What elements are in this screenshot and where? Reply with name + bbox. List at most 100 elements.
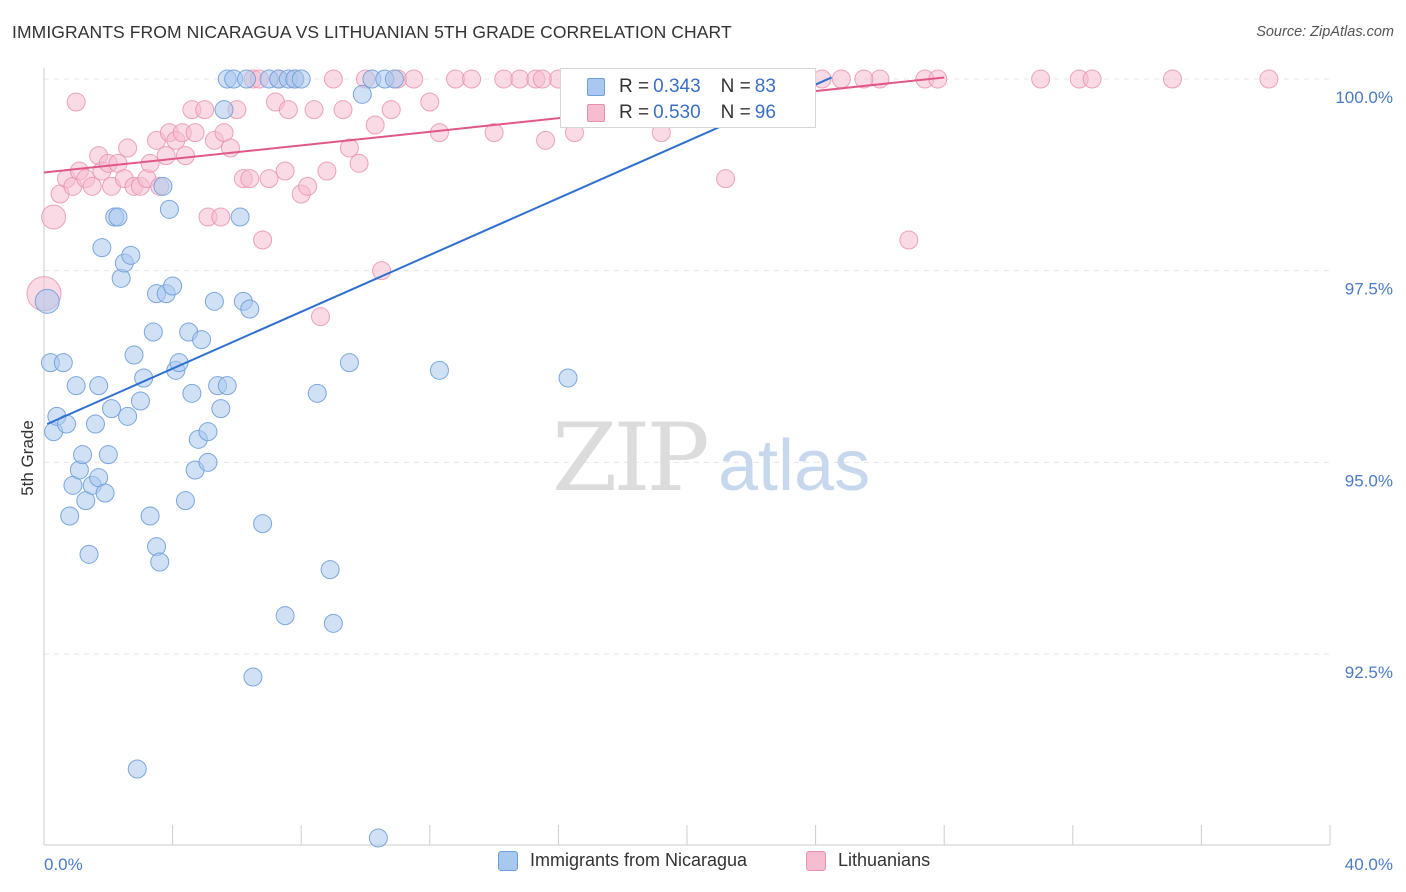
nicaragua-point xyxy=(230,207,250,227)
nicaragua-point xyxy=(214,100,234,120)
n-value: 96 xyxy=(754,102,776,123)
lithuanians-point xyxy=(494,69,514,89)
lithuanians-point xyxy=(484,123,504,143)
chart-title: IMMIGRANTS FROM NICARAGUA VS LITHUANIAN … xyxy=(12,22,732,42)
r-label: R = xyxy=(619,102,650,123)
nicaragua-point xyxy=(182,383,202,403)
nicaragua-point xyxy=(320,560,340,580)
lithuanians-point xyxy=(317,161,337,181)
legend-label-nicaragua: Immigrants from Nicaragua xyxy=(530,850,748,870)
nicaragua-point xyxy=(34,288,60,314)
nicaragua-point xyxy=(243,667,263,687)
nicaragua-point xyxy=(69,460,89,480)
nicaragua-point xyxy=(307,383,327,403)
lithuanians-point xyxy=(446,69,466,89)
legend-swatch-nicaragua xyxy=(498,850,518,871)
nicaragua-point xyxy=(53,353,73,373)
nicaragua-point xyxy=(163,276,183,296)
legend-item-nicaragua[interactable]: Immigrants from Nicaragua xyxy=(498,850,747,871)
nicaragua-point xyxy=(253,514,273,534)
y-tick-label: 95.0% xyxy=(1345,471,1393,490)
y-tick-label: 97.5% xyxy=(1345,280,1393,299)
lithuanians-point xyxy=(185,123,205,143)
lithuanians-point xyxy=(333,100,353,120)
y-tick-label: 100.0% xyxy=(1335,88,1393,107)
axes xyxy=(43,68,1331,846)
lithuanians-point xyxy=(1082,69,1102,89)
lithuanians-point xyxy=(156,146,176,166)
lithuanians-point xyxy=(1259,69,1279,89)
lithuanians-point xyxy=(899,230,919,250)
r-label: R = xyxy=(619,76,650,97)
nicaragua-point xyxy=(118,406,138,426)
nicaragua-point xyxy=(211,399,231,419)
nicaragua-point xyxy=(275,606,295,626)
lithuanians-point xyxy=(349,153,369,173)
lithuanians-point xyxy=(304,100,324,120)
lithuanians-point xyxy=(1031,69,1051,89)
lithuanians-point xyxy=(259,169,279,189)
nicaragua-point xyxy=(217,376,237,396)
y-axis-label: 5th Grade xyxy=(18,420,37,496)
lithuanians-point xyxy=(140,153,160,173)
x-tick-label-max: 40.0% xyxy=(1345,855,1393,874)
lithuanians-point xyxy=(462,69,482,89)
r-value: 0.530 xyxy=(653,102,701,123)
nicaragua-point xyxy=(429,360,449,380)
lithuanians-point xyxy=(275,161,295,181)
lithuanians-point xyxy=(831,69,851,89)
nicaragua-point xyxy=(352,84,372,104)
n-label: N = xyxy=(720,76,751,97)
lithuanians-point xyxy=(278,100,298,120)
nicaragua-point xyxy=(143,322,163,342)
nicaragua-point xyxy=(323,613,343,633)
gridlines xyxy=(44,78,1330,655)
nicaragua-point xyxy=(558,368,578,388)
stats-row-nicaragua: R = 0.343 N = 83 xyxy=(561,74,776,100)
lithuanians-point xyxy=(339,138,359,158)
nicaragua-point xyxy=(102,399,122,419)
legend-swatch-lithuanians xyxy=(806,850,826,871)
watermark-zip: ZIP xyxy=(552,404,706,513)
series-legend: Immigrants from Nicaragua Lithuanians xyxy=(0,850,1406,878)
lithuanians-point xyxy=(118,138,138,158)
lithuanians-point xyxy=(381,100,401,120)
lithuanians-point xyxy=(323,69,343,89)
nicaragua-point xyxy=(192,330,212,350)
nicaragua-point xyxy=(85,414,105,434)
nicaragua-point xyxy=(130,391,150,411)
nicaragua-point xyxy=(66,376,86,396)
y-tick-labels: 100.0% 97.5% 95.0% 92.5% xyxy=(1335,88,1393,682)
nicaragua-point xyxy=(237,69,257,89)
nicaragua-point xyxy=(98,445,118,465)
lithuanians-point xyxy=(510,69,530,89)
lithuanians-point xyxy=(41,204,67,230)
lithuanians-point xyxy=(536,130,556,150)
nicaragua-point xyxy=(291,69,311,89)
n-value: 83 xyxy=(754,76,776,97)
nicaragua-point xyxy=(153,176,173,196)
lithuanians-point xyxy=(854,69,874,89)
legend-item-lithuanians[interactable]: Lithuanians xyxy=(806,850,930,871)
nicaragua-point xyxy=(73,445,93,465)
nicaragua-point xyxy=(368,828,388,848)
lithuanians-point xyxy=(404,69,424,89)
nicaragua-point xyxy=(127,759,147,779)
lithuanians-point xyxy=(253,230,273,250)
nicaragua-point xyxy=(159,199,179,219)
lithuanians-point xyxy=(532,69,552,89)
nicaragua-point xyxy=(198,452,218,472)
nicaragua-point xyxy=(204,291,224,311)
source-credit: Source: ZipAtlas.com xyxy=(1256,24,1394,40)
nicaragua-point xyxy=(89,376,109,396)
lithuanians-point xyxy=(82,176,102,196)
nicaragua-point xyxy=(140,506,160,526)
stats-legend: R = 0.343 N = 83 R = 0.530 N = 96 xyxy=(560,68,816,128)
nicaragua-point xyxy=(95,483,115,503)
nicaragua-point xyxy=(384,69,404,89)
lithuanians-point xyxy=(1162,69,1182,89)
nicaragua-point xyxy=(79,544,99,564)
stats-row-lithuanians: R = 0.530 N = 96 xyxy=(561,100,776,126)
nicaragua-trendline xyxy=(46,76,833,425)
